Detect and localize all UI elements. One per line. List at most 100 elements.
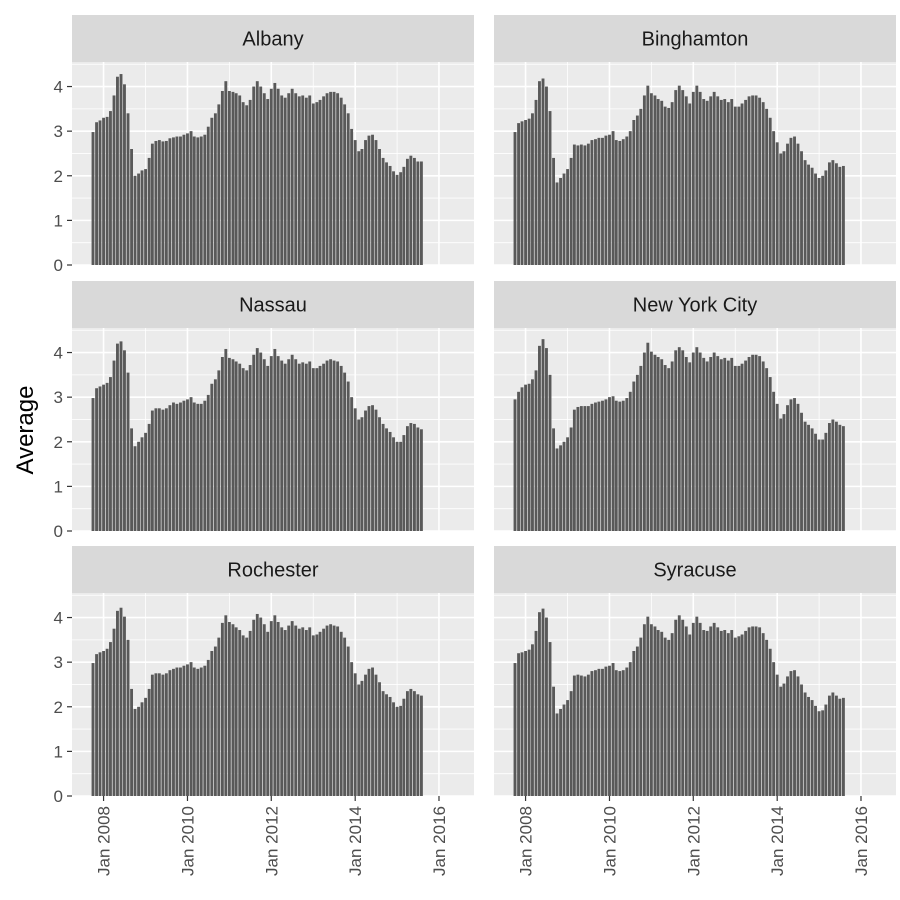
bar bbox=[698, 622, 702, 796]
bar bbox=[259, 86, 263, 265]
bar bbox=[761, 633, 765, 796]
bar bbox=[831, 160, 835, 265]
bar bbox=[590, 140, 594, 265]
bar bbox=[297, 363, 301, 531]
bar bbox=[653, 626, 657, 796]
bar bbox=[517, 391, 520, 531]
bar bbox=[311, 103, 315, 266]
x-tick-label: Jan 2010 bbox=[178, 806, 197, 876]
x-tick-label: Jan 2012 bbox=[262, 806, 281, 876]
bar bbox=[733, 106, 737, 266]
bar bbox=[262, 624, 266, 796]
bar bbox=[416, 427, 420, 531]
bar bbox=[409, 155, 413, 265]
bar bbox=[196, 137, 200, 265]
bar bbox=[810, 167, 814, 265]
bar bbox=[538, 612, 541, 796]
bar bbox=[649, 351, 653, 531]
bar bbox=[419, 429, 423, 531]
bar bbox=[112, 360, 116, 531]
bar bbox=[164, 673, 168, 796]
bar bbox=[608, 134, 611, 265]
bar bbox=[248, 99, 252, 265]
bar bbox=[241, 635, 245, 796]
bar bbox=[133, 175, 137, 265]
bar bbox=[649, 93, 653, 265]
bar bbox=[405, 691, 409, 796]
bar bbox=[339, 365, 343, 531]
bar bbox=[287, 93, 291, 265]
bar bbox=[262, 359, 266, 531]
bar bbox=[374, 409, 378, 531]
bar bbox=[831, 419, 835, 531]
bar bbox=[381, 157, 385, 265]
bar bbox=[719, 99, 723, 265]
bar bbox=[810, 428, 814, 531]
bar bbox=[604, 135, 608, 265]
bar bbox=[572, 144, 576, 265]
bar bbox=[364, 140, 367, 265]
bar bbox=[367, 668, 371, 796]
bar bbox=[245, 637, 249, 796]
bar bbox=[308, 627, 312, 796]
bar bbox=[280, 95, 284, 266]
bar bbox=[371, 405, 374, 531]
bar bbox=[91, 132, 95, 265]
bar bbox=[586, 406, 590, 531]
bar bbox=[206, 394, 210, 531]
bar bbox=[740, 103, 744, 266]
bar bbox=[395, 174, 399, 265]
y-tick-label: 3 bbox=[54, 388, 63, 407]
bar bbox=[712, 352, 716, 531]
bar bbox=[399, 705, 403, 796]
bar bbox=[674, 350, 678, 531]
bar bbox=[793, 670, 796, 796]
bar bbox=[332, 625, 336, 796]
bar bbox=[399, 441, 403, 531]
bar bbox=[350, 662, 354, 796]
bar bbox=[301, 95, 305, 266]
bar bbox=[782, 414, 786, 531]
bar bbox=[768, 117, 772, 266]
bar bbox=[642, 624, 646, 796]
x-tick-label: Jan 2012 bbox=[684, 806, 703, 876]
bar bbox=[137, 173, 141, 265]
bar bbox=[241, 102, 245, 266]
bar bbox=[545, 86, 548, 265]
bar bbox=[803, 160, 807, 265]
bar bbox=[402, 698, 406, 796]
bar bbox=[681, 619, 685, 796]
bar bbox=[123, 350, 126, 531]
bar bbox=[803, 421, 807, 531]
bar bbox=[318, 365, 322, 531]
bar bbox=[157, 673, 161, 796]
bar bbox=[677, 85, 681, 266]
bar bbox=[737, 636, 741, 796]
bar bbox=[559, 178, 563, 265]
bar bbox=[144, 169, 148, 265]
bar bbox=[290, 621, 294, 796]
bar bbox=[635, 115, 639, 265]
bar bbox=[635, 646, 639, 796]
bar bbox=[827, 162, 831, 265]
bar bbox=[628, 662, 632, 796]
x-tick-label: Jan 2016 bbox=[430, 806, 449, 876]
bar bbox=[705, 100, 709, 265]
bar bbox=[371, 667, 374, 796]
bar bbox=[374, 140, 378, 265]
facet-strip bbox=[72, 546, 474, 593]
bar bbox=[635, 374, 639, 531]
bar bbox=[786, 676, 789, 796]
bar bbox=[186, 399, 189, 531]
bar bbox=[192, 402, 196, 531]
bar bbox=[199, 136, 203, 265]
bar bbox=[827, 695, 831, 796]
bar bbox=[841, 165, 845, 265]
bar bbox=[322, 363, 326, 531]
bar bbox=[841, 697, 845, 796]
y-tick-label: 3 bbox=[54, 653, 63, 672]
bar bbox=[405, 426, 409, 531]
bar bbox=[308, 361, 312, 531]
bar bbox=[168, 670, 172, 796]
bar bbox=[552, 157, 556, 265]
